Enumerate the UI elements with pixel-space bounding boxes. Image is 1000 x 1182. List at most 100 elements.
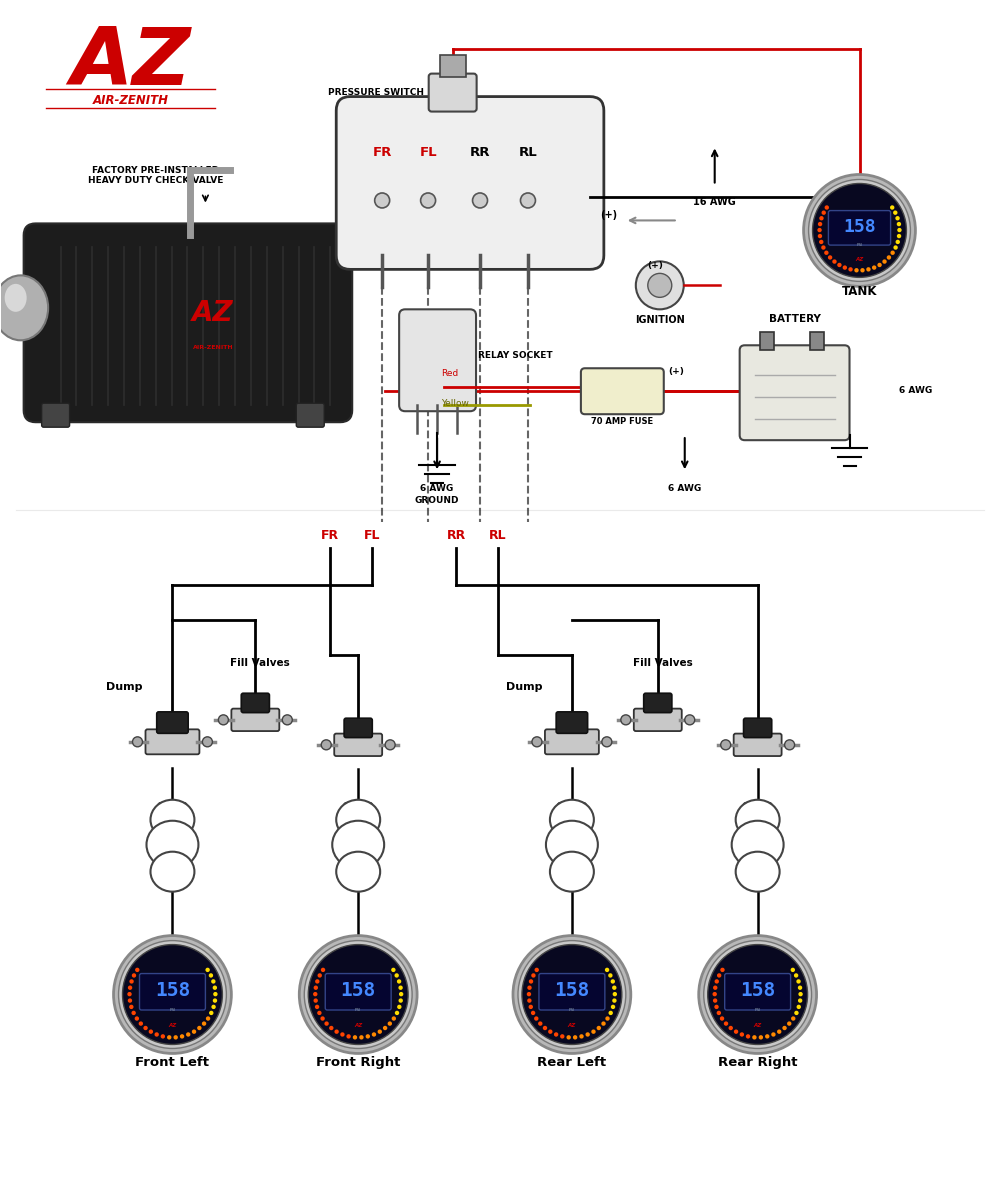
FancyBboxPatch shape	[241, 693, 269, 713]
FancyBboxPatch shape	[334, 734, 382, 756]
Text: IGNITION: IGNITION	[635, 316, 685, 325]
Text: 158: 158	[740, 981, 775, 1000]
Circle shape	[378, 1030, 382, 1034]
Circle shape	[734, 1030, 738, 1034]
Text: PSI: PSI	[569, 1007, 575, 1012]
Circle shape	[129, 1005, 134, 1009]
Text: Red: Red	[441, 369, 458, 378]
Circle shape	[765, 1034, 769, 1039]
Circle shape	[315, 979, 319, 983]
Circle shape	[192, 1030, 196, 1034]
Circle shape	[321, 968, 325, 972]
Ellipse shape	[546, 820, 598, 869]
Circle shape	[353, 1035, 357, 1039]
Circle shape	[548, 1030, 553, 1034]
Circle shape	[825, 206, 829, 209]
Circle shape	[601, 1021, 606, 1026]
Circle shape	[612, 999, 617, 1002]
Circle shape	[127, 992, 132, 996]
Circle shape	[813, 183, 906, 278]
Circle shape	[699, 936, 817, 1053]
Circle shape	[531, 973, 536, 978]
Circle shape	[133, 736, 142, 747]
Circle shape	[282, 715, 292, 725]
Text: RL: RL	[519, 147, 537, 160]
Circle shape	[527, 992, 531, 996]
Circle shape	[473, 193, 488, 208]
Circle shape	[893, 246, 898, 249]
FancyBboxPatch shape	[344, 803, 372, 821]
Circle shape	[334, 1030, 339, 1034]
Circle shape	[398, 986, 403, 989]
Circle shape	[785, 740, 795, 749]
Circle shape	[385, 740, 395, 749]
Text: Dump: Dump	[506, 682, 542, 691]
Text: Fill Valves: Fill Valves	[230, 658, 290, 668]
Text: RR: RR	[446, 528, 466, 541]
Ellipse shape	[150, 852, 194, 891]
FancyBboxPatch shape	[158, 803, 186, 821]
Circle shape	[123, 944, 222, 1045]
Circle shape	[129, 979, 134, 983]
Circle shape	[782, 1026, 787, 1031]
Text: 158: 158	[155, 981, 190, 1000]
Bar	[440, 54, 466, 77]
Circle shape	[759, 1035, 763, 1039]
Circle shape	[636, 261, 684, 310]
Circle shape	[324, 1021, 329, 1026]
FancyBboxPatch shape	[734, 734, 782, 756]
Circle shape	[375, 193, 390, 208]
Circle shape	[395, 1011, 399, 1015]
FancyBboxPatch shape	[556, 712, 588, 733]
Text: RELAY SOCKET: RELAY SOCKET	[478, 351, 553, 361]
Circle shape	[543, 1026, 547, 1031]
Text: BATTERY: BATTERY	[769, 314, 821, 324]
Circle shape	[713, 992, 717, 996]
Circle shape	[535, 968, 539, 972]
Circle shape	[740, 1032, 744, 1037]
Circle shape	[798, 999, 802, 1002]
Text: Front Right: Front Right	[316, 1057, 400, 1070]
Text: Front Left: Front Left	[135, 1057, 209, 1070]
Circle shape	[518, 941, 626, 1048]
Circle shape	[720, 968, 725, 972]
Circle shape	[149, 1030, 153, 1034]
Circle shape	[560, 1034, 564, 1039]
Circle shape	[119, 941, 226, 1048]
FancyBboxPatch shape	[744, 803, 772, 821]
Text: 6 AWG: 6 AWG	[899, 385, 933, 395]
Circle shape	[608, 973, 613, 978]
Circle shape	[359, 1035, 364, 1039]
Text: AZ: AZ	[192, 299, 234, 327]
Circle shape	[887, 255, 891, 260]
Circle shape	[538, 1021, 542, 1026]
Text: Rear Left: Rear Left	[537, 1057, 606, 1070]
FancyBboxPatch shape	[157, 712, 188, 733]
Circle shape	[724, 1021, 728, 1026]
Circle shape	[313, 992, 317, 996]
Ellipse shape	[550, 852, 594, 891]
Circle shape	[135, 968, 139, 972]
Circle shape	[318, 973, 322, 978]
Circle shape	[605, 968, 609, 972]
Circle shape	[154, 1032, 159, 1037]
Circle shape	[890, 251, 895, 255]
Ellipse shape	[732, 820, 784, 869]
Circle shape	[746, 1034, 750, 1039]
FancyBboxPatch shape	[644, 693, 672, 713]
FancyBboxPatch shape	[21, 8, 230, 117]
Circle shape	[218, 715, 228, 725]
Text: FL: FL	[419, 147, 437, 160]
FancyBboxPatch shape	[145, 729, 199, 754]
Circle shape	[872, 266, 876, 269]
Text: FL: FL	[364, 528, 380, 541]
Text: 70 AMP FUSE: 70 AMP FUSE	[591, 417, 653, 427]
Circle shape	[895, 216, 900, 220]
Circle shape	[527, 999, 532, 1002]
Circle shape	[794, 973, 798, 978]
Circle shape	[314, 986, 318, 989]
Circle shape	[211, 979, 216, 983]
Circle shape	[579, 1034, 584, 1039]
Text: (+): (+)	[668, 368, 684, 376]
Circle shape	[848, 267, 853, 272]
